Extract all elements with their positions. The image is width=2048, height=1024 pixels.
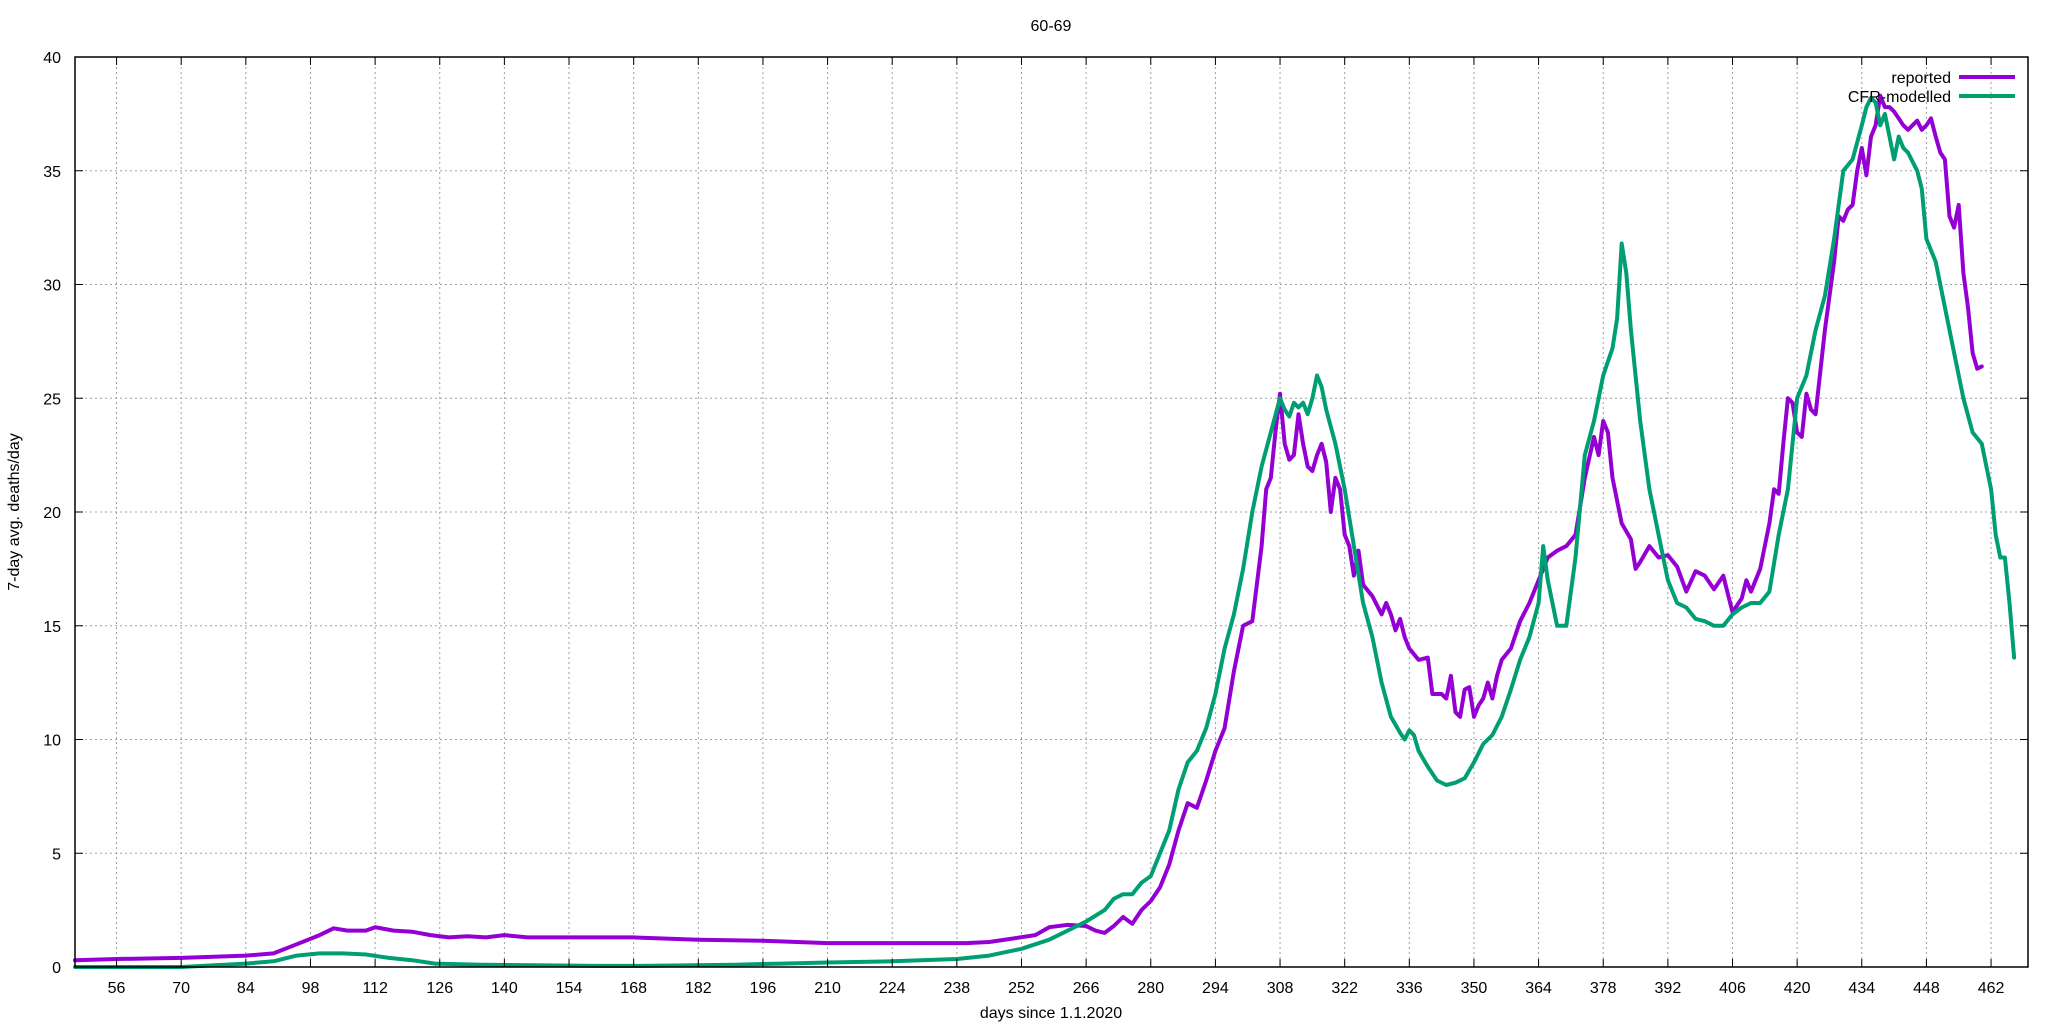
x-tick-label: 350: [1461, 980, 1488, 997]
x-tick-label: 448: [1913, 980, 1940, 997]
axis-ticks: [75, 56, 2028, 968]
x-tick-label: 308: [1267, 980, 1294, 997]
y-tick-label: 40: [43, 50, 61, 67]
x-tick-label: 280: [1137, 980, 1164, 997]
y-tick-label: 15: [43, 619, 61, 636]
x-tick-label: 378: [1590, 980, 1617, 997]
y-tick-label: 10: [43, 733, 61, 750]
y-tick-label: 5: [52, 846, 61, 863]
series-line-cfr-modelled: [73, 95, 2017, 969]
x-tick-label: 462: [1978, 980, 2005, 997]
x-tick-label: 420: [1784, 980, 1811, 997]
chart-title: 60-69: [1031, 18, 1072, 35]
series-group: [73, 93, 2017, 969]
y-tick-label: 20: [43, 505, 61, 522]
y-tick-label: 30: [43, 278, 61, 295]
x-tick-label: 196: [750, 980, 777, 997]
y-tick-label: 25: [43, 391, 61, 408]
y-axis-title: 7-day avg. deaths/day: [6, 433, 23, 590]
x-tick-label: 126: [426, 980, 453, 997]
x-tick-label: 252: [1008, 980, 1035, 997]
x-tick-label: 140: [491, 980, 518, 997]
x-axis-title: days since 1.1.2020: [980, 1005, 1122, 1022]
x-tick-label: 168: [620, 980, 647, 997]
x-tick-label: 392: [1655, 980, 1682, 997]
x-tick-label: 266: [1073, 980, 1100, 997]
y-tick-label: 35: [43, 164, 61, 181]
x-tick-label: 154: [556, 980, 583, 997]
x-tick-label: 364: [1525, 980, 1552, 997]
x-axis-tick-labels: 56 70 84 98 112 126 140 154 168 182 196 210 224 238 25…: [108, 980, 2005, 997]
y-axis-tick-labels: 0 5 10 15 20 25 30 35 40: [43, 50, 61, 977]
legend-label-reported: reported: [1891, 70, 1951, 87]
x-tick-label: 70: [172, 980, 190, 997]
x-tick-label: 210: [814, 980, 841, 997]
grid-lines: [75, 57, 2028, 967]
x-tick-label: 56: [108, 980, 126, 997]
legend: reported CFR-modelled: [1848, 70, 2015, 106]
x-tick-label: 182: [685, 980, 712, 997]
x-tick-label: 434: [1848, 980, 1875, 997]
y-tick-label: 0: [52, 960, 61, 977]
legend-label-cfr-modelled: CFR-modelled: [1848, 89, 1951, 106]
x-tick-label: 84: [237, 980, 255, 997]
x-tick-label: 112: [362, 980, 388, 997]
x-tick-label: 322: [1331, 980, 1358, 997]
x-tick-label: 406: [1719, 980, 1746, 997]
x-tick-label: 224: [879, 980, 906, 997]
x-tick-label: 238: [943, 980, 970, 997]
series-line-reported: [73, 93, 1984, 963]
x-tick-label: 336: [1396, 980, 1423, 997]
x-tick-label: 294: [1202, 980, 1229, 997]
x-tick-label: 98: [302, 980, 320, 997]
